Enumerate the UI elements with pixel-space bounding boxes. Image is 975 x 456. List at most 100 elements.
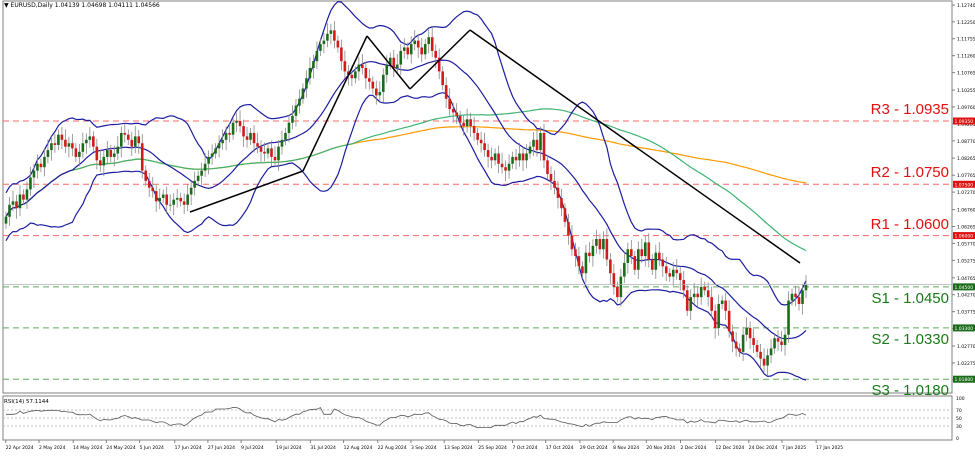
candle-body [437,57,441,72]
candle-body [151,187,155,192]
price-axis-label: 1.02770 [957,344,975,350]
candle-body [214,148,217,154]
candle-body [458,115,462,123]
rsi-axis-label: 50 [956,416,962,422]
rsi-panel-frame [2,395,953,441]
price-panel-frame [2,0,953,394]
candle-body [235,121,238,123]
rsi-axis-label: 70 [956,408,962,414]
candle-body [633,256,637,270]
candle-body [88,136,92,140]
candle-body [336,40,340,48]
candle-body [748,327,752,339]
candle-body [172,199,175,205]
candle-body [126,134,130,140]
candle-body [284,132,287,140]
price-tag-s1 [953,283,975,291]
candle-body [217,143,221,149]
price-axis-label: 1.10255 [957,88,975,94]
candle-body [567,221,570,236]
candle-body [553,180,556,188]
candle-body [375,88,378,96]
price-tag-s2 [953,324,975,332]
candle-body [720,300,724,304]
date-axis-label: 12 Dec 2024 [716,445,745,451]
candle-body [130,139,134,147]
candle-body [741,334,745,352]
candle-body [500,163,504,168]
date-axis-label: 20 Nov 2024 [646,445,675,451]
candle-body [682,280,686,291]
candle-body [273,156,277,161]
date-axis-label: 17 Jan 2025 [816,445,843,451]
candle-body [591,245,595,257]
candle-body [154,191,158,202]
candle-body [381,74,385,92]
candle-body [137,136,141,144]
candle-body [685,290,689,311]
candle-body [161,194,165,198]
candle-body [406,47,410,55]
candle-body [39,163,43,168]
price-axis-label: 1.04270 [957,293,975,299]
candle-body [535,139,539,151]
level-label-s2: S2 - 1.0330 [871,330,949,348]
candle-body [364,67,368,79]
candle-body [479,139,483,144]
candle-body [724,300,727,311]
candle-body [584,252,588,274]
trendline [189,170,304,213]
candle-body [388,57,392,65]
date-axis-label: 31 Jul 2024 [310,445,336,451]
candle-body [298,98,301,106]
candle-body [231,122,235,135]
candle-body [783,334,787,346]
candle-body [630,249,633,257]
candle-body [315,50,319,62]
candle-body [797,297,801,304]
price-tag-text: 1.03300 [955,326,974,332]
candle-body [301,88,305,99]
candle-body [371,81,375,89]
candle-body [759,351,762,359]
candle-body [521,153,525,161]
candle-body [472,126,476,133]
candle-body [347,71,350,75]
date-axis-label: 5 Jun 2024 [140,445,164,451]
candle-body [350,74,354,79]
price-axis-label: 1.06760 [957,208,975,214]
price-axis-label: 1.03775 [957,310,975,316]
collapse-triangle-icon[interactable]: ▼ [4,2,9,9]
candle-body [378,91,382,96]
candle-body [158,197,162,202]
candle-body [581,266,584,274]
candle-body [402,47,406,51]
date-axis-label: 17 Oct 2024 [546,445,574,451]
candle-body [717,303,720,328]
candle-body [78,151,81,157]
candle-body [361,64,364,68]
date-axis-label: 7 Oct 2024 [512,445,537,451]
candle-body [609,259,612,274]
date-axis-label: 2 Dec 2024 [680,445,706,451]
candle-body [43,156,46,168]
rsi-line [6,406,807,429]
candle-body [326,33,329,41]
date-axis-label: 24 Dec 2024 [749,445,778,451]
candle-body [133,136,137,147]
candle-body [766,355,769,366]
price-tag-text: 1.07500 [955,182,974,188]
candle-body [71,143,74,149]
date-axis-label: 2 May 2024 [39,445,66,451]
candle-body [95,146,99,161]
candle-body [196,175,200,181]
candle-body [507,163,511,171]
candle-body [210,153,214,157]
candle-body [650,259,654,270]
candle-body [322,40,326,45]
candle-body [493,153,497,161]
price-axis-label: 1.04765 [957,276,975,282]
candle-body [549,174,553,181]
